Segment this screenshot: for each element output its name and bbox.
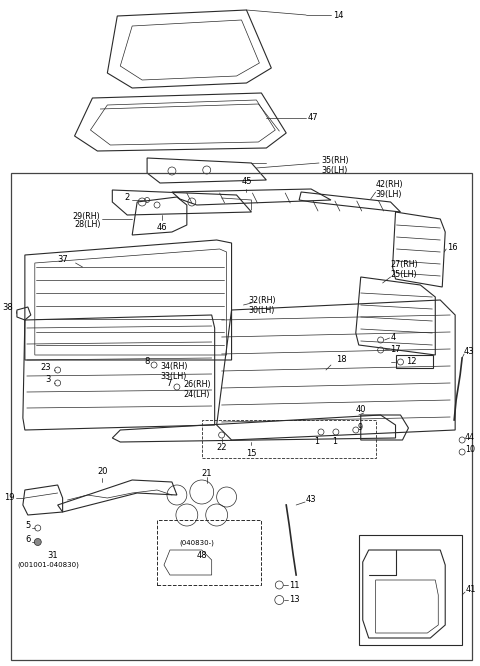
Text: 41: 41 <box>466 585 477 595</box>
Text: 29(RH): 29(RH) <box>72 212 100 220</box>
Text: 43: 43 <box>464 348 475 356</box>
Text: 16: 16 <box>447 242 458 252</box>
Text: 18: 18 <box>336 356 347 364</box>
Text: 7: 7 <box>167 380 172 388</box>
Text: 1: 1 <box>333 438 337 446</box>
Text: 25(LH): 25(LH) <box>391 270 417 278</box>
Text: 30(LH): 30(LH) <box>249 306 275 314</box>
Text: 42(RH): 42(RH) <box>376 180 403 190</box>
Bar <box>202 420 376 458</box>
Bar <box>396 355 433 368</box>
Text: 14: 14 <box>333 11 343 19</box>
Text: 44: 44 <box>465 434 475 442</box>
Text: 28(LH): 28(LH) <box>74 220 100 230</box>
Text: 27(RH): 27(RH) <box>391 260 418 270</box>
Text: 1: 1 <box>314 438 320 446</box>
Text: 24(LH): 24(LH) <box>184 390 210 398</box>
Bar <box>359 535 462 645</box>
Text: 20: 20 <box>97 468 108 476</box>
Text: (001001-040830): (001001-040830) <box>17 561 79 568</box>
Circle shape <box>34 539 41 545</box>
Text: 34(RH): 34(RH) <box>160 362 188 372</box>
Text: 12: 12 <box>407 358 417 366</box>
Bar <box>11 173 472 660</box>
Text: 37: 37 <box>58 256 69 264</box>
Text: 36(LH): 36(LH) <box>321 166 348 176</box>
Text: 31: 31 <box>48 551 59 559</box>
Text: 15: 15 <box>246 448 257 458</box>
Text: (040830-): (040830-) <box>180 539 214 546</box>
Text: 21: 21 <box>202 468 212 478</box>
Text: 19: 19 <box>4 494 15 503</box>
Text: 11: 11 <box>289 581 300 589</box>
Text: 8: 8 <box>144 358 150 366</box>
Text: 43: 43 <box>306 496 317 505</box>
Text: 9: 9 <box>358 424 363 432</box>
Text: 26(RH): 26(RH) <box>184 380 212 390</box>
Text: 6: 6 <box>25 535 31 543</box>
Text: 38: 38 <box>2 302 13 312</box>
Text: 33(LH): 33(LH) <box>160 372 186 380</box>
Text: 4: 4 <box>391 334 396 342</box>
Text: 40: 40 <box>356 406 366 414</box>
Text: 39(LH): 39(LH) <box>376 190 402 198</box>
Text: 5: 5 <box>25 521 31 529</box>
Bar <box>157 520 262 585</box>
Text: 17: 17 <box>391 344 401 354</box>
Text: 2: 2 <box>124 194 129 202</box>
Text: 13: 13 <box>289 595 300 605</box>
Text: 23: 23 <box>40 362 51 372</box>
Text: 45: 45 <box>241 178 252 186</box>
Text: 35(RH): 35(RH) <box>321 157 348 165</box>
Text: 32(RH): 32(RH) <box>249 296 276 306</box>
Text: 47: 47 <box>308 113 319 123</box>
Text: 3: 3 <box>45 376 51 384</box>
Text: 22: 22 <box>216 444 227 452</box>
Text: 48: 48 <box>196 551 207 559</box>
Text: 46: 46 <box>156 224 168 232</box>
Text: 10: 10 <box>465 446 475 454</box>
